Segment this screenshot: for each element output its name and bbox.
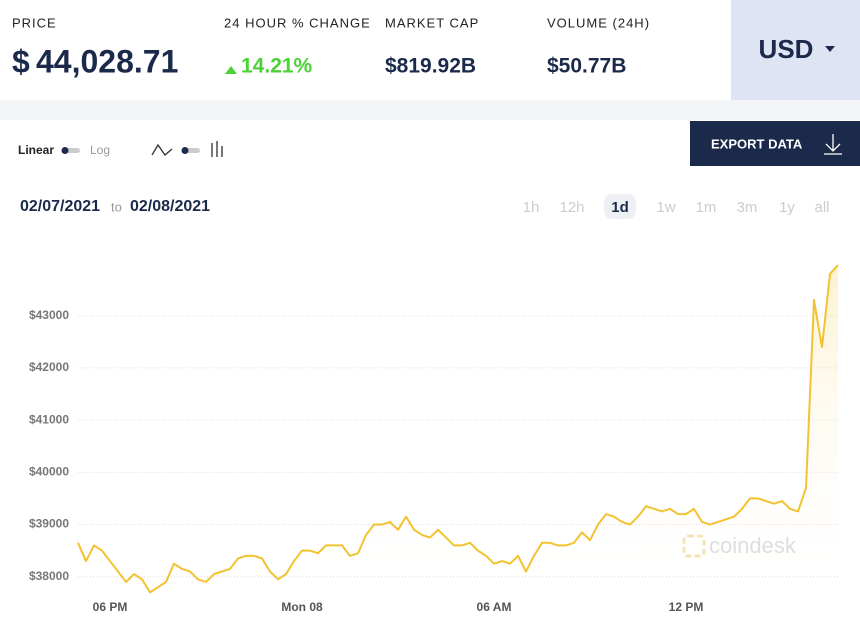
range-active-bg[interactable] [604, 194, 636, 219]
range-button[interactable]: 1h [523, 199, 540, 216]
y-tick-label: $42000 [29, 360, 69, 374]
range-button[interactable]: 1w [656, 199, 675, 216]
range-button[interactable]: 1m [696, 199, 717, 216]
dropdown-caret [825, 46, 835, 52]
log-label[interactable]: Log [90, 143, 110, 157]
range-button[interactable]: 1y [779, 199, 795, 216]
export-button[interactable] [690, 121, 860, 166]
volume: $50.77B [547, 55, 626, 78]
stat-label: VOLUME (24H) [547, 15, 650, 30]
currency-symbol: $ [12, 43, 30, 79]
divider [0, 100, 860, 120]
price: 44,028.71 [36, 43, 178, 79]
area-fill [78, 265, 838, 595]
y-tick-label: $40000 [29, 464, 69, 478]
y-tick-label: $38000 [29, 569, 69, 583]
export-label[interactable]: EXPORT DATA [711, 136, 803, 151]
market-cap: $819.92B [385, 55, 476, 78]
toggle-knob [61, 147, 69, 154]
x-tick-label: 06 PM [93, 600, 128, 614]
toggle-knob [181, 147, 189, 154]
y-tick-label: $43000 [29, 308, 69, 322]
range-button[interactable]: 12h [559, 199, 584, 216]
bar-icon[interactable] [211, 141, 223, 157]
stat-label: MARKET CAP [385, 15, 479, 30]
x-tick-label: 06 AM [477, 600, 512, 614]
change: 14.21% [241, 55, 313, 78]
y-tick-label: $41000 [29, 412, 69, 426]
currency-box[interactable] [731, 0, 860, 100]
date-to-word: to [111, 199, 122, 214]
stat-label: 24 HOUR % CHANGE [224, 15, 371, 30]
x-tick-label: 12 PM [669, 600, 704, 614]
date-from[interactable]: 02/07/2021 [20, 198, 100, 215]
download-icon [824, 134, 842, 155]
range-button[interactable]: 3m [737, 199, 758, 216]
stat-label: PRICE [12, 15, 57, 30]
date-to[interactable]: 02/08/2021 [130, 198, 210, 215]
linear-label[interactable]: Linear [18, 143, 54, 157]
y-tick-label: $39000 [29, 517, 69, 531]
line-icon[interactable] [151, 143, 173, 156]
range-button[interactable]: all [814, 199, 829, 216]
range-button[interactable]: 1d [611, 199, 629, 216]
up-arrow [225, 66, 237, 74]
currency[interactable]: USD [759, 34, 814, 64]
x-tick-label: Mon 08 [281, 600, 323, 614]
price-line [77, 264, 839, 594]
